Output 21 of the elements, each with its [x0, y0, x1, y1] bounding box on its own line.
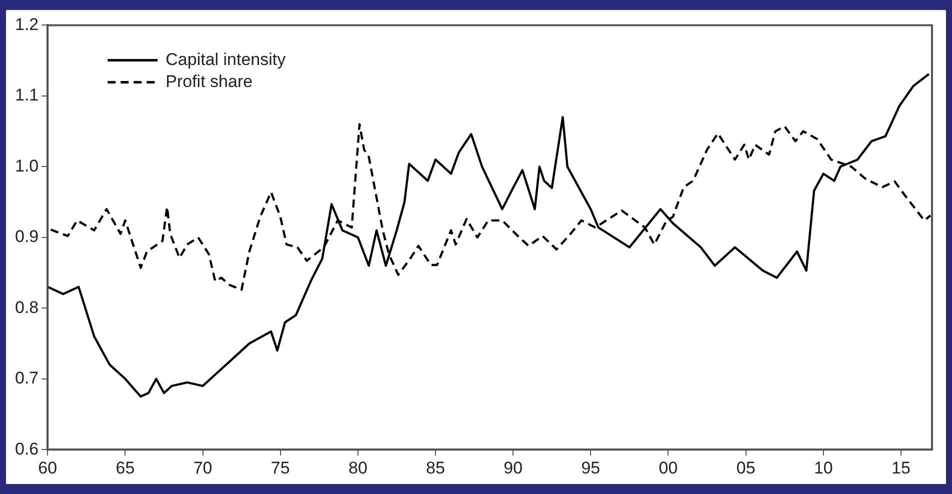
y-tick-label: 0.8: [14, 298, 39, 317]
y-tick-label: 0.9: [14, 227, 39, 246]
legend-label: Capital intensity: [166, 50, 286, 69]
y-tick-label: 1.0: [14, 156, 39, 176]
x-tick-label: 60: [38, 458, 58, 478]
x-tick-label: 75: [270, 458, 290, 478]
x-tick-label: 70: [193, 458, 212, 478]
y-tick-label: 1.1: [14, 86, 39, 105]
x-tick-label: 10: [814, 458, 833, 478]
x-tick-label: 15: [892, 458, 910, 478]
x-tick-label: 90: [504, 458, 523, 478]
x-tick-label: 00: [658, 458, 678, 478]
y-tick-label: 0.7: [14, 368, 39, 388]
x-tick-label: 65: [116, 458, 135, 478]
legend-label: Profit share: [166, 72, 253, 91]
y-tick-label: 0.6: [14, 439, 39, 458]
x-tick-label: 95: [581, 458, 600, 478]
y-tick-label: 1.2: [14, 14, 39, 34]
x-tick-label: 05: [736, 458, 756, 478]
x-tick-label: 85: [426, 458, 445, 478]
x-tick-label: 80: [348, 458, 368, 478]
